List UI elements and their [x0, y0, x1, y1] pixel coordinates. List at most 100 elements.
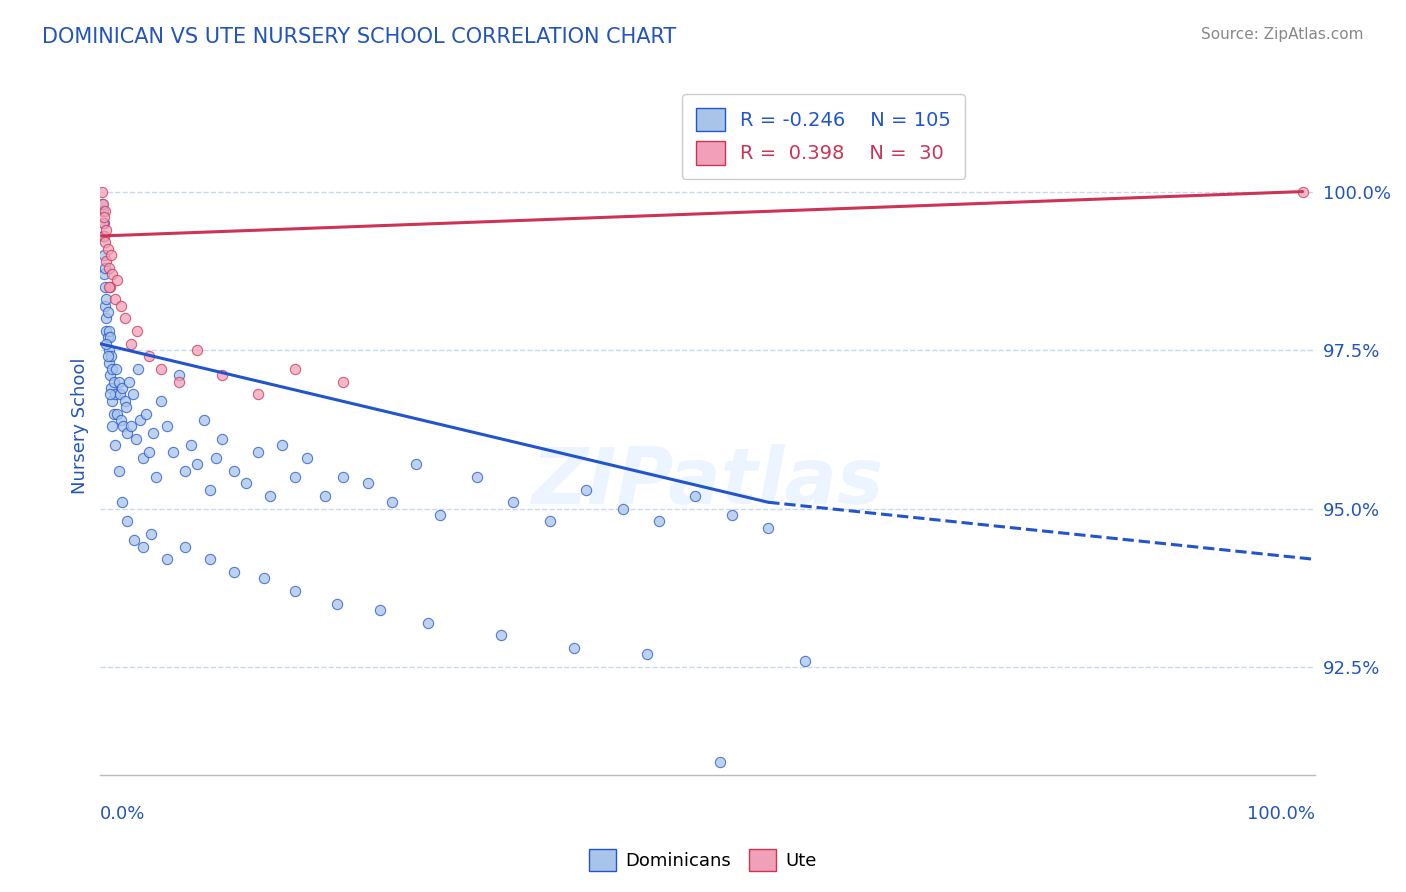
Point — [94, 235, 117, 250]
Point — [127, 362, 149, 376]
Point — [129, 413, 152, 427]
Point — [91, 197, 114, 211]
Point — [284, 470, 307, 484]
Point — [97, 305, 120, 319]
Point — [97, 279, 120, 293]
Point — [104, 387, 127, 401]
Point — [96, 336, 118, 351]
Point — [648, 514, 671, 528]
Point — [314, 489, 336, 503]
Point — [94, 260, 117, 275]
Point — [105, 362, 128, 376]
Point — [124, 533, 146, 548]
Point — [211, 368, 233, 383]
Point — [122, 387, 145, 401]
Point — [115, 400, 138, 414]
Point — [793, 654, 815, 668]
Point — [180, 438, 202, 452]
Point — [169, 368, 191, 383]
Point — [489, 628, 512, 642]
Point — [96, 254, 118, 268]
Point — [284, 362, 307, 376]
Point — [100, 248, 122, 262]
Point — [114, 393, 136, 408]
Point — [186, 457, 208, 471]
Point — [169, 375, 191, 389]
Point — [91, 203, 114, 218]
Point — [93, 210, 115, 224]
Point — [162, 444, 184, 458]
Point — [97, 324, 120, 338]
Point — [156, 419, 179, 434]
Point — [97, 242, 120, 256]
Point — [284, 584, 307, 599]
Point — [562, 641, 585, 656]
Text: 100.0%: 100.0% — [1247, 805, 1315, 823]
Point — [575, 483, 598, 497]
Point — [326, 597, 349, 611]
Point — [94, 279, 117, 293]
Point — [110, 299, 132, 313]
Point — [93, 248, 115, 262]
Point — [247, 387, 270, 401]
Point — [259, 489, 281, 503]
Point — [193, 413, 215, 427]
Point — [204, 450, 226, 465]
Text: ZIPatlas: ZIPatlas — [531, 444, 883, 520]
Point — [104, 293, 127, 307]
Point — [429, 508, 451, 522]
Point — [150, 362, 173, 376]
Point — [97, 350, 120, 364]
Point — [253, 571, 276, 585]
Point — [107, 375, 129, 389]
Point — [295, 450, 318, 465]
Point — [114, 311, 136, 326]
Point — [90, 185, 112, 199]
Point — [186, 343, 208, 357]
Point — [115, 425, 138, 440]
Point — [145, 470, 167, 484]
Point — [108, 387, 131, 401]
Point — [118, 375, 141, 389]
Point — [93, 267, 115, 281]
Point — [96, 293, 118, 307]
Point — [111, 381, 134, 395]
Point — [98, 368, 121, 383]
Point — [107, 464, 129, 478]
Point — [141, 527, 163, 541]
Point — [1291, 185, 1313, 199]
Point — [101, 393, 124, 408]
Text: Source: ZipAtlas.com: Source: ZipAtlas.com — [1201, 27, 1364, 42]
Point — [636, 648, 658, 662]
Point — [222, 565, 245, 579]
Point — [91, 216, 114, 230]
Legend: R = -0.246    N = 105, R =  0.398    N =  30: R = -0.246 N = 105, R = 0.398 N = 30 — [682, 95, 965, 178]
Text: 0.0%: 0.0% — [100, 805, 146, 823]
Point — [90, 197, 112, 211]
Point — [94, 299, 117, 313]
Point — [538, 514, 561, 528]
Point — [332, 470, 354, 484]
Y-axis label: Nursery School: Nursery School — [72, 358, 89, 494]
Point — [368, 603, 391, 617]
Point — [115, 514, 138, 528]
Point — [94, 203, 117, 218]
Point — [132, 540, 155, 554]
Point — [110, 413, 132, 427]
Point — [98, 330, 121, 344]
Point — [103, 407, 125, 421]
Point — [235, 476, 257, 491]
Point — [465, 470, 488, 484]
Point — [138, 350, 160, 364]
Point — [756, 521, 779, 535]
Point — [111, 495, 134, 509]
Point — [142, 425, 165, 440]
Point — [103, 375, 125, 389]
Point — [405, 457, 427, 471]
Point — [132, 450, 155, 465]
Point — [156, 552, 179, 566]
Point — [138, 444, 160, 458]
Point — [93, 216, 115, 230]
Point — [112, 419, 135, 434]
Point — [332, 375, 354, 389]
